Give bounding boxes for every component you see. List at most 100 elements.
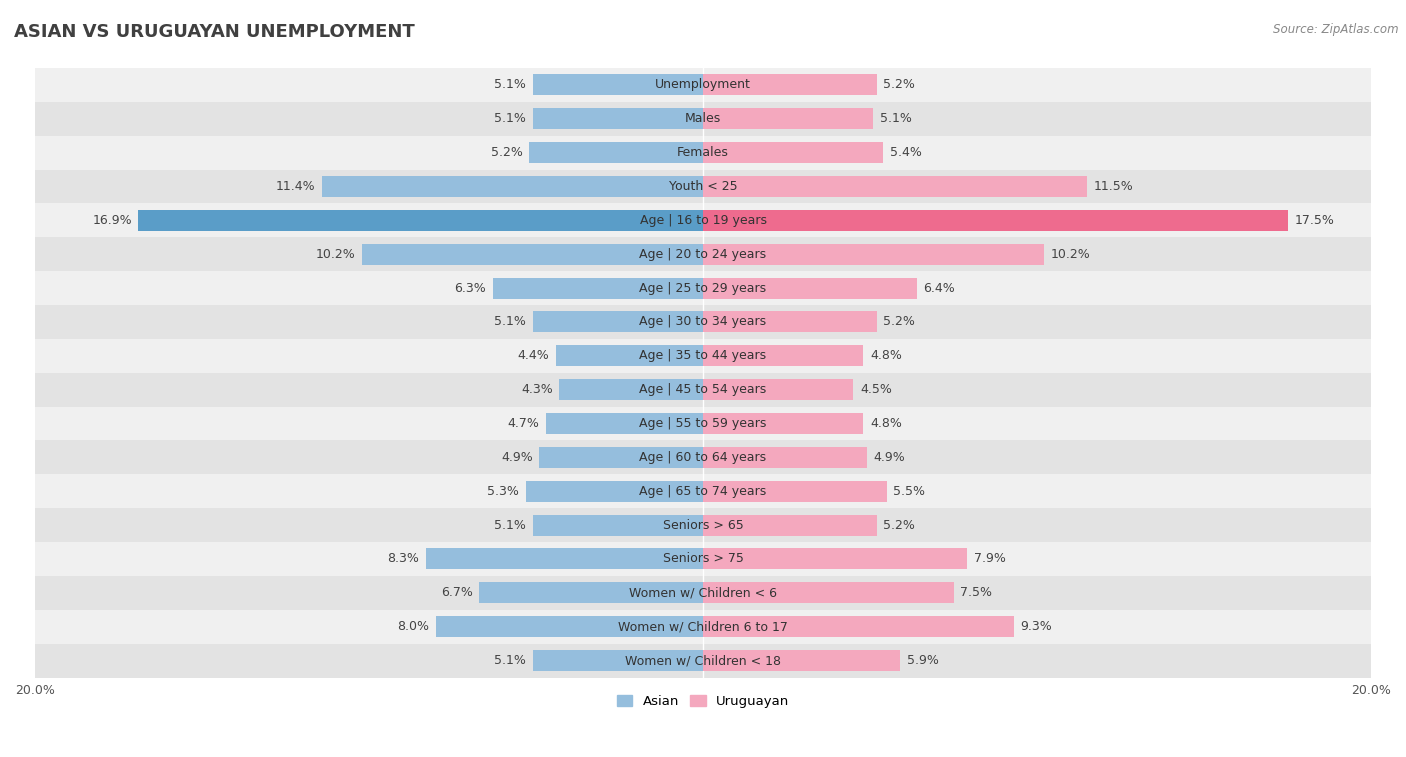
Text: Age | 65 to 74 years: Age | 65 to 74 years <box>640 484 766 498</box>
Bar <box>35 136 1371 170</box>
Text: Women w/ Children < 6: Women w/ Children < 6 <box>628 587 778 600</box>
Text: Age | 45 to 54 years: Age | 45 to 54 years <box>640 383 766 396</box>
Bar <box>35 170 1371 204</box>
Bar <box>703 413 863 434</box>
Bar <box>533 311 703 332</box>
Text: 8.0%: 8.0% <box>396 620 429 633</box>
Bar <box>703 549 967 569</box>
Text: 5.3%: 5.3% <box>488 484 519 498</box>
Bar <box>540 447 703 468</box>
Bar <box>35 542 1371 576</box>
Text: 7.5%: 7.5% <box>960 587 993 600</box>
Text: 4.9%: 4.9% <box>873 451 905 464</box>
Bar <box>35 441 1371 475</box>
Bar <box>560 379 703 400</box>
Bar <box>426 549 703 569</box>
Text: Age | 60 to 64 years: Age | 60 to 64 years <box>640 451 766 464</box>
Bar <box>703 244 1043 265</box>
Bar <box>35 204 1371 237</box>
Text: 4.7%: 4.7% <box>508 417 540 430</box>
Text: 4.8%: 4.8% <box>870 349 901 363</box>
Bar <box>35 237 1371 271</box>
Bar <box>363 244 703 265</box>
Bar <box>35 407 1371 441</box>
Bar <box>703 74 877 95</box>
Text: 5.2%: 5.2% <box>883 519 915 531</box>
Bar <box>546 413 703 434</box>
Text: 11.5%: 11.5% <box>1094 180 1133 193</box>
Bar <box>703 447 866 468</box>
Text: Youth < 25: Youth < 25 <box>669 180 737 193</box>
Bar <box>703 210 1288 231</box>
Text: 5.1%: 5.1% <box>880 112 912 126</box>
Text: 4.5%: 4.5% <box>860 383 891 396</box>
Bar <box>703 379 853 400</box>
Text: Age | 35 to 44 years: Age | 35 to 44 years <box>640 349 766 363</box>
Text: 10.2%: 10.2% <box>316 248 356 260</box>
Text: 5.1%: 5.1% <box>494 316 526 329</box>
Bar <box>526 481 703 502</box>
Text: 4.8%: 4.8% <box>870 417 901 430</box>
Text: 5.1%: 5.1% <box>494 519 526 531</box>
Bar <box>533 650 703 671</box>
Bar <box>35 271 1371 305</box>
Bar <box>533 515 703 536</box>
Bar <box>35 339 1371 372</box>
Bar <box>35 610 1371 643</box>
Text: Seniors > 75: Seniors > 75 <box>662 553 744 565</box>
Text: Seniors > 65: Seniors > 65 <box>662 519 744 531</box>
Text: 5.1%: 5.1% <box>494 112 526 126</box>
Text: Age | 55 to 59 years: Age | 55 to 59 years <box>640 417 766 430</box>
Text: Males: Males <box>685 112 721 126</box>
Bar <box>529 142 703 164</box>
Bar <box>138 210 703 231</box>
Bar <box>703 345 863 366</box>
Text: 9.3%: 9.3% <box>1021 620 1052 633</box>
Text: Women w/ Children < 18: Women w/ Children < 18 <box>626 654 780 667</box>
Bar <box>703 311 877 332</box>
Text: Females: Females <box>678 146 728 159</box>
Bar <box>35 576 1371 610</box>
Bar <box>35 643 1371 678</box>
Bar <box>479 582 703 603</box>
Bar <box>436 616 703 637</box>
Text: 5.9%: 5.9% <box>907 654 939 667</box>
Bar <box>703 650 900 671</box>
Text: 17.5%: 17.5% <box>1295 214 1334 227</box>
Text: 10.2%: 10.2% <box>1050 248 1090 260</box>
Bar <box>703 481 887 502</box>
Bar <box>322 176 703 197</box>
Text: Age | 30 to 34 years: Age | 30 to 34 years <box>640 316 766 329</box>
Bar <box>555 345 703 366</box>
Bar <box>703 278 917 298</box>
Bar <box>533 74 703 95</box>
Bar <box>703 515 877 536</box>
Bar <box>35 475 1371 508</box>
Bar <box>703 142 883 164</box>
Bar <box>703 616 1014 637</box>
Text: 8.3%: 8.3% <box>387 553 419 565</box>
Text: 6.4%: 6.4% <box>924 282 955 294</box>
Bar <box>35 508 1371 542</box>
Text: 7.9%: 7.9% <box>973 553 1005 565</box>
Text: 6.7%: 6.7% <box>440 587 472 600</box>
Text: ASIAN VS URUGUAYAN UNEMPLOYMENT: ASIAN VS URUGUAYAN UNEMPLOYMENT <box>14 23 415 41</box>
Text: Age | 16 to 19 years: Age | 16 to 19 years <box>640 214 766 227</box>
Legend: Asian, Uruguayan: Asian, Uruguayan <box>612 690 794 714</box>
Bar <box>35 372 1371 407</box>
Text: Unemployment: Unemployment <box>655 79 751 92</box>
Text: Age | 20 to 24 years: Age | 20 to 24 years <box>640 248 766 260</box>
Bar <box>492 278 703 298</box>
Bar <box>35 305 1371 339</box>
Text: 4.3%: 4.3% <box>522 383 553 396</box>
Bar <box>35 102 1371 136</box>
Text: 5.2%: 5.2% <box>883 79 915 92</box>
Text: 5.1%: 5.1% <box>494 654 526 667</box>
Bar <box>703 582 953 603</box>
Text: 5.1%: 5.1% <box>494 79 526 92</box>
Text: 5.4%: 5.4% <box>890 146 922 159</box>
Text: 4.4%: 4.4% <box>517 349 550 363</box>
Text: 5.5%: 5.5% <box>893 484 925 498</box>
Bar <box>35 68 1371 102</box>
Text: 6.3%: 6.3% <box>454 282 486 294</box>
